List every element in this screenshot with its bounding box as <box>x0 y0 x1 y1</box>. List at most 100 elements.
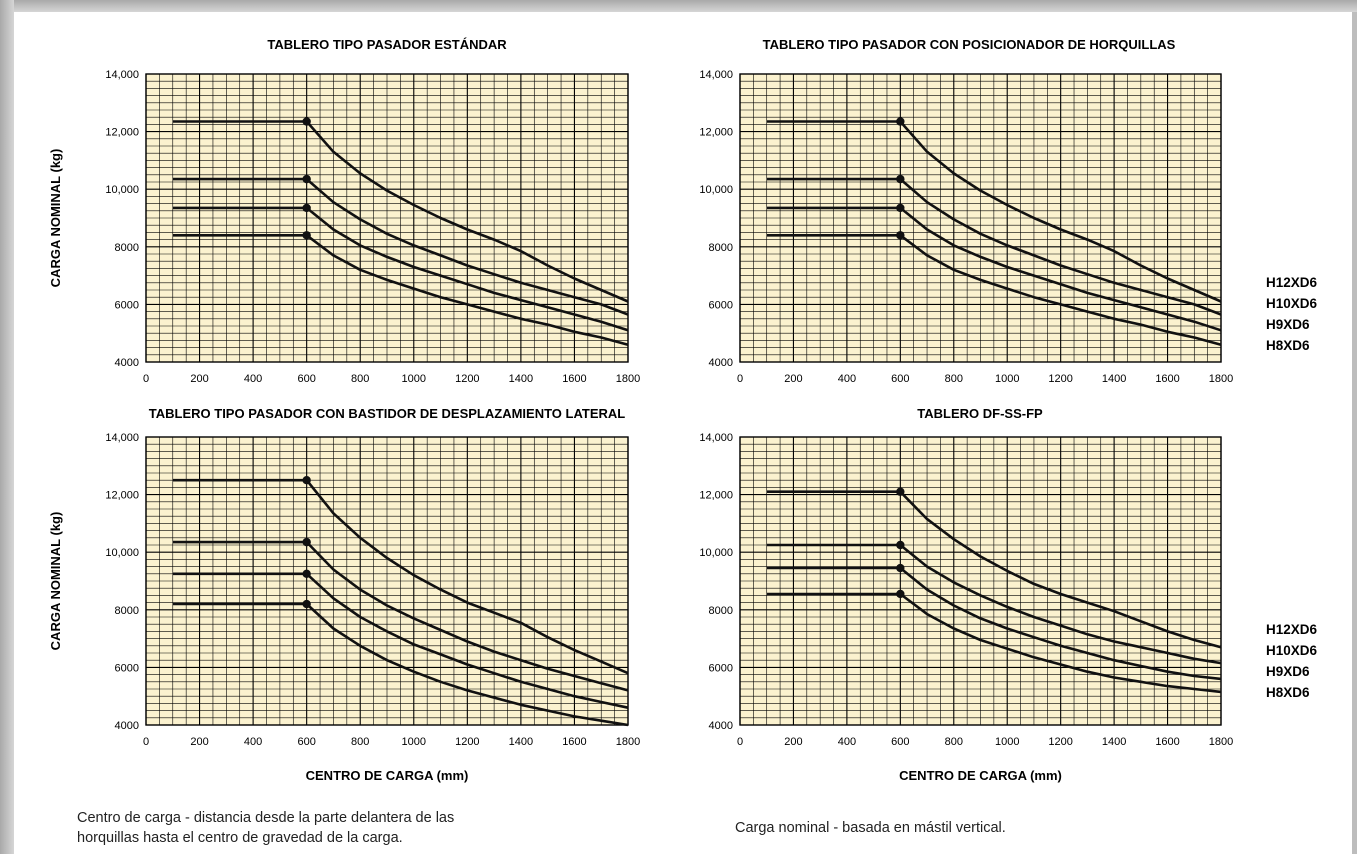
knee-point <box>896 231 905 240</box>
y-tick-label: 8000 <box>709 605 733 617</box>
x-tick-label: 1800 <box>1209 373 1233 385</box>
note-centro-de-carga: Centro de carga - distancia desde la par… <box>77 808 454 848</box>
x-tick-label: 200 <box>784 736 802 748</box>
chart-tablero-df-ss-fp: TABLERO DF-SS-FP 0 200 400 600 800 1000 1200 140… <box>699 406 1317 783</box>
series-line-0 <box>172 478 629 675</box>
x-tick-label: 1000 <box>402 373 426 385</box>
x-tick-label: 1000 <box>995 736 1019 748</box>
series-line-2 <box>172 572 629 709</box>
chart-tablero-desplazamiento-lateral: TABLERO TIPO PASADOR CON BASTIDOR DE DES… <box>48 406 640 783</box>
x-tick-label: 1200 <box>455 373 479 385</box>
x-tick-label: 1400 <box>1102 373 1126 385</box>
y-tick-label: 6000 <box>115 662 139 674</box>
series-line-0 <box>172 120 629 303</box>
note-left-line-1: Centro de carga - distancia desde la par… <box>77 810 455 826</box>
plot-frame <box>145 73 629 363</box>
page-top-edge <box>0 0 1357 12</box>
x-tick-label: 1400 <box>1102 736 1126 748</box>
y-tick-label: 6000 <box>709 299 733 311</box>
x-tick-label: 1600 <box>1155 736 1179 748</box>
x-tick-label: 1800 <box>1209 736 1233 748</box>
x-tick-label: 1200 <box>455 736 479 748</box>
knee-point <box>302 537 311 547</box>
y-tick-label: 10,000 <box>699 184 733 196</box>
x-tick-label: 1600 <box>562 373 586 385</box>
x-tick-label: 800 <box>945 373 963 385</box>
x-tick-label: 1000 <box>995 373 1019 385</box>
x-tick-label: 400 <box>244 373 262 385</box>
legend-entry: H12XD6 <box>1266 622 1318 637</box>
series-line-1 <box>766 177 1222 316</box>
knee-point <box>302 569 311 578</box>
y-tick-label: 4000 <box>115 357 139 369</box>
x-tick-label: 1600 <box>1155 373 1179 385</box>
legend-entry: H8XD6 <box>1266 685 1310 700</box>
knee-point <box>896 203 905 213</box>
x-tick-label: 1200 <box>1048 373 1072 385</box>
series-line-2 <box>766 206 1222 332</box>
knee-point <box>896 589 905 599</box>
x-tick-label: 200 <box>190 373 208 385</box>
y-tick-label: 12,000 <box>699 127 733 139</box>
knee-point <box>302 117 311 126</box>
series-line-3 <box>172 602 629 727</box>
x-tick-label: 800 <box>351 736 369 748</box>
x-tick-label: 1800 <box>616 373 640 385</box>
series-line-3 <box>766 234 1222 346</box>
y-tick-label: 10,000 <box>105 547 139 559</box>
legend-entry: H12XD6 <box>1266 275 1318 290</box>
chart-title: TABLERO TIPO PASADOR CON POSICIONADOR DE… <box>763 37 1176 52</box>
x-tick-label: 0 <box>737 736 743 748</box>
chart-title: TABLERO TIPO PASADOR ESTÁNDAR <box>267 37 507 52</box>
x-tick-label: 400 <box>838 736 856 748</box>
knee-point <box>896 117 905 126</box>
plot-frame <box>739 73 1222 363</box>
x-tick-label: 1600 <box>562 736 586 748</box>
series-line-1 <box>766 543 1222 665</box>
y-tick-label: 6000 <box>115 299 139 311</box>
series-line-2 <box>172 206 629 332</box>
knee-point <box>302 231 311 240</box>
x-tick-label: 1400 <box>509 736 533 748</box>
y-tick-label: 14,000 <box>699 432 733 444</box>
note-left-line-2: horquillas hasta el centro de gravedad d… <box>77 830 403 846</box>
x-tick-label: 200 <box>190 736 208 748</box>
legend-entry: H10XD6 <box>1266 643 1318 658</box>
x-tick-label: 0 <box>143 373 149 385</box>
grid <box>145 73 629 363</box>
y-tick-label: 8000 <box>115 605 139 617</box>
chart-tablero-posicionador: TABLERO TIPO PASADOR CON POSICIONADOR DE… <box>699 37 1317 385</box>
plot-frame <box>145 436 629 726</box>
y-tick-label: 4000 <box>709 357 733 369</box>
x-tick-label: 200 <box>784 373 802 385</box>
chart-title: TABLERO DF-SS-FP <box>917 406 1043 421</box>
chart-tablero-estandar: TABLERO TIPO PASADOR ESTÁNDAR 0 200 400 600 8… <box>48 37 640 385</box>
knee-point <box>896 540 905 550</box>
knee-point <box>896 174 905 184</box>
x-tick-label: 600 <box>297 736 315 748</box>
knee-point <box>302 174 311 184</box>
y-axis-label: CARGA NOMINAL (kg) <box>48 149 63 288</box>
x-tick-label: 1400 <box>509 373 533 385</box>
grid <box>739 73 1222 363</box>
knee-point <box>302 476 311 485</box>
x-tick-label: 1800 <box>616 736 640 748</box>
series-line-0 <box>766 120 1222 303</box>
x-tick-label: 600 <box>891 736 909 748</box>
knee-point <box>896 563 905 573</box>
x-tick-label: 0 <box>737 373 743 385</box>
y-tick-label: 14,000 <box>105 69 139 81</box>
y-tick-label: 10,000 <box>105 184 139 196</box>
note-carga-nominal: Carga nominal - basada en mástil vertica… <box>735 820 1006 836</box>
y-tick-label: 12,000 <box>105 127 139 139</box>
x-tick-label: 1000 <box>402 736 426 748</box>
y-tick-label: 8000 <box>709 242 733 254</box>
x-tick-label: 400 <box>838 373 856 385</box>
x-tick-label: 800 <box>945 736 963 748</box>
series-line-2 <box>766 566 1222 681</box>
series-line-3 <box>172 234 629 346</box>
y-tick-label: 6000 <box>709 662 733 674</box>
y-tick-label: 4000 <box>115 720 139 732</box>
y-axis-label: CARGA NOMINAL (kg) <box>48 512 63 651</box>
series-line-1 <box>172 177 629 316</box>
